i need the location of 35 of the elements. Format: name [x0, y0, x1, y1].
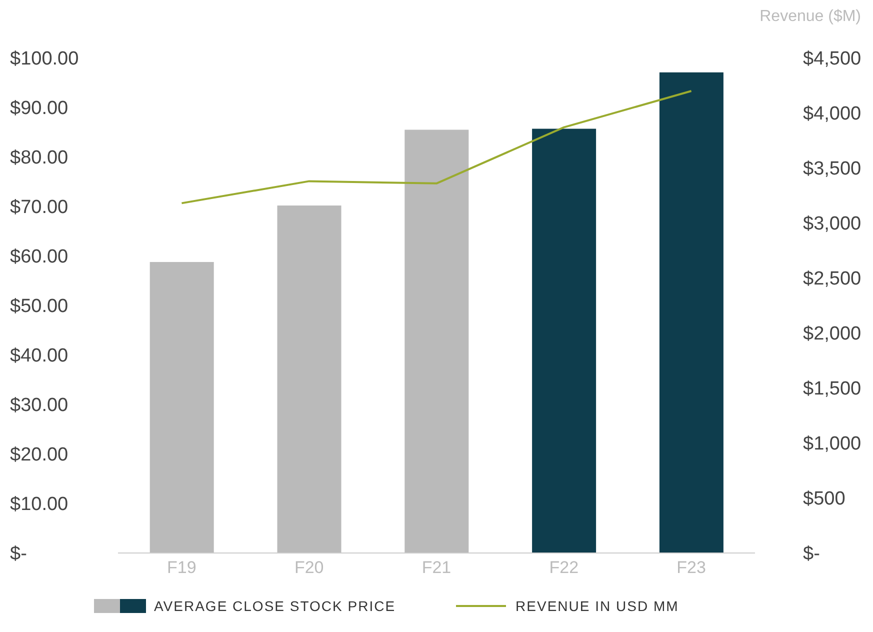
y-tick-label: $10.00	[10, 494, 68, 516]
x-tick-label: F21	[422, 558, 452, 578]
y-tick-label: $60.00	[10, 246, 68, 268]
y2-axis-title: Revenue ($M)	[760, 8, 861, 26]
x-tick-label: F20	[294, 558, 324, 578]
bar	[532, 128, 596, 553]
y2-tick-label: $3,000	[803, 214, 862, 235]
x-tick-label: F19	[167, 558, 196, 578]
y2-tick-label: $1,000	[803, 434, 862, 455]
y2-tick-label: $2,000	[803, 324, 862, 345]
y-tick-label: $50.00	[10, 296, 68, 318]
y-tick-label: $70.00	[10, 197, 68, 218]
y-tick-label: $80.00	[10, 148, 68, 169]
legend-label: AVERAGE CLOSE STOCK PRICE	[154, 598, 396, 614]
legend-label: REVENUE IN USD MM	[516, 598, 679, 614]
y-tick-label: $40.00	[10, 346, 68, 367]
bar	[150, 262, 214, 553]
y2-tick-label: $500	[803, 488, 846, 510]
y-tick-label: $30.00	[10, 395, 68, 416]
y2-tick-label: $-	[803, 544, 820, 565]
y-tick-label: $100.00	[10, 48, 79, 70]
bar	[277, 206, 342, 553]
y-tick-label: $20.00	[10, 444, 68, 466]
y-tick-label: $-	[10, 544, 27, 565]
y2-tick-label: $1,500	[803, 378, 862, 400]
y2-tick-label: $3,500	[803, 158, 862, 180]
bar	[404, 130, 469, 553]
x-tick-label: F22	[549, 558, 579, 578]
bar	[659, 72, 724, 553]
line-series	[180, 90, 692, 204]
y-tick-label: $90.00	[10, 98, 68, 120]
y2-tick-label: $4,500	[803, 48, 862, 70]
x-tick-label: F23	[676, 558, 706, 578]
y2-tick-label: $4,000	[803, 104, 862, 125]
y2-tick-label: $2,500	[803, 268, 862, 290]
